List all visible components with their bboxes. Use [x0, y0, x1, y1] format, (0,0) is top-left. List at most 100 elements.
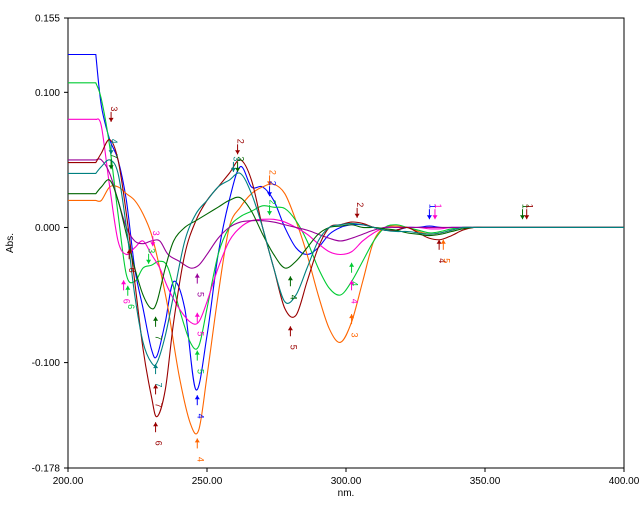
peak-marker-15: 4 — [194, 395, 205, 419]
peak-arrow-head-27 — [349, 314, 355, 319]
x-tick-label-1: 250.00 — [192, 476, 223, 487]
peak-label-1: 4 — [109, 139, 119, 144]
peak-marker-33: 4 — [436, 239, 447, 263]
x-axis-label: nm. — [338, 488, 355, 499]
peak-label-5: 6 — [126, 304, 136, 309]
peak-marker-34: 5 — [440, 239, 451, 263]
peak-arrow-head-21 — [267, 192, 272, 197]
peak-marker-31: 1 — [520, 204, 531, 220]
peak-marker-6: 3 — [150, 231, 161, 247]
x-axis-ticks: 200.00 250.00 300.00 350.00 400.00 — [53, 468, 640, 487]
peak-arrow-head-3 — [126, 249, 132, 254]
peak-label-33: 4 — [437, 258, 447, 263]
peak-marker-1: 4 — [108, 139, 119, 155]
peak-arrow-head-33 — [436, 239, 442, 244]
peak-arrow-head-8 — [153, 316, 159, 321]
peak-arrow-head-24 — [287, 326, 293, 331]
peak-arrow-head-9 — [153, 364, 159, 369]
series-line-2 — [68, 82, 625, 350]
peak-marker-9: 7 — [153, 364, 164, 388]
peak-label-18: 3 — [231, 156, 241, 161]
peak-marker-11: 6 — [153, 422, 164, 446]
peak-marker-25: 4 — [349, 262, 360, 286]
peak-arrow-head-1 — [108, 150, 114, 155]
peak-arrow-head-18 — [230, 167, 236, 172]
peak-marker-28: 2 — [354, 202, 365, 218]
y-tick-label-0: 0.155 — [35, 14, 60, 25]
peak-label-4: 6 — [122, 299, 132, 304]
peak-marker-13: 5 — [194, 312, 205, 336]
peak-marker-0: 3 — [108, 106, 119, 122]
peak-label-25: 4 — [350, 281, 360, 286]
peak-arrow-head-16 — [194, 438, 200, 443]
x-tick-label-0: 200.00 — [53, 476, 84, 487]
peak-arrow-head-4 — [121, 280, 127, 285]
series-line-7 — [68, 159, 625, 367]
x-tick-label-3: 350.00 — [470, 476, 501, 487]
peak-label-13: 5 — [195, 331, 205, 336]
peak-marker-23: 4 — [287, 276, 298, 300]
peak-arrow-head-28 — [354, 213, 360, 218]
peak-label-12: 5 — [195, 292, 205, 297]
peak-label-17: 2 — [236, 139, 246, 144]
peak-label-31: 1 — [521, 204, 531, 209]
peak-marker-19: 3 — [235, 156, 246, 172]
y-axis-ticks: 0.155 0.100 0.000 -0.100 -0.178 — [32, 14, 68, 475]
peak-arrow-head-17 — [235, 150, 241, 155]
peak-arrow-head-0 — [108, 117, 114, 122]
peak-arrow-head-11 — [153, 422, 159, 427]
peak-arrow-head-32 — [524, 215, 530, 220]
series-layer — [68, 53, 625, 435]
peak-label-24: 5 — [288, 345, 298, 350]
series-line-5 — [68, 139, 625, 418]
peak-arrow-head-22 — [267, 211, 272, 216]
peak-marker-3: 6 — [126, 249, 137, 273]
y-axis-label: Abs. — [5, 233, 16, 253]
peak-label-14: 5 — [195, 369, 205, 374]
peak-arrow-head-26 — [349, 280, 355, 285]
peak-marker-27: 3 — [349, 314, 360, 338]
y-tick-label-3: -0.100 — [32, 358, 61, 369]
peak-arrow-head-30 — [432, 215, 438, 220]
peak-label-10: 7 — [154, 403, 164, 408]
peak-arrow-head-31 — [520, 215, 525, 220]
peak-label-16: 4 — [195, 457, 205, 462]
peak-label-27: 3 — [350, 333, 360, 338]
peak-marker-21: 2 — [267, 181, 277, 197]
peak-arrow-head-13 — [194, 312, 200, 317]
peak-arrow-head-12 — [194, 273, 200, 278]
peak-marker-16: 4 — [194, 438, 205, 462]
peak-arrow-head-7 — [146, 259, 152, 264]
peak-marker-8: 7 — [153, 316, 164, 340]
peak-label-29: 1 — [427, 204, 437, 209]
peak-marker-29: 1 — [426, 204, 437, 220]
x-tick-label-4: 400.00 — [609, 476, 640, 487]
peak-label-26: 4 — [350, 299, 360, 304]
y-tick-label-4: -0.178 — [32, 464, 61, 475]
peak-marker-14: 5 — [194, 350, 205, 374]
x-tick-label-2: 300.00 — [331, 476, 362, 487]
peak-arrow-head-19 — [235, 167, 241, 172]
peak-label-2: 7 — [109, 154, 119, 159]
peak-arrow-head-23 — [287, 276, 293, 281]
peak-marker-24: 5 — [287, 326, 298, 350]
peak-label-0: 3 — [109, 106, 119, 111]
peak-arrow-head-20 — [267, 181, 272, 186]
peak-marker-26: 4 — [349, 280, 360, 304]
peak-arrow-head-5 — [125, 285, 131, 290]
peak-label-20: 2 — [267, 170, 277, 175]
y-tick-label-1: 0.100 — [35, 88, 60, 99]
peak-marker-30: 1 — [432, 204, 443, 220]
peak-label-30: 1 — [433, 204, 443, 209]
peak-label-3: 6 — [127, 268, 137, 273]
peak-arrow-head-25 — [349, 262, 355, 267]
peak-arrow-head-34 — [440, 239, 446, 244]
peak-label-6: 3 — [151, 231, 161, 236]
peak-marker-4: 6 — [121, 280, 132, 304]
peak-label-23: 4 — [288, 295, 298, 300]
peak-label-22: 2 — [267, 200, 277, 205]
peak-marker-10: 7 — [153, 384, 164, 408]
peak-marker-22: 2 — [267, 200, 277, 216]
